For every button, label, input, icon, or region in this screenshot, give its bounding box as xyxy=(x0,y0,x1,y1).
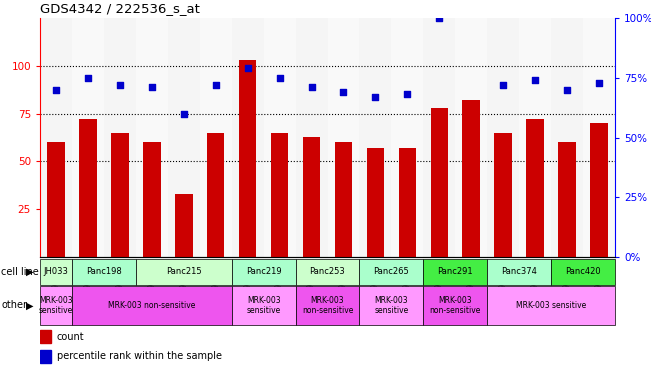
Point xyxy=(115,82,125,88)
Bar xyxy=(232,259,296,285)
Bar xyxy=(527,119,544,257)
Text: Panc253: Panc253 xyxy=(310,268,346,276)
Bar xyxy=(264,18,296,257)
Bar xyxy=(423,259,487,285)
Text: MRK-003
sensitive: MRK-003 sensitive xyxy=(39,296,73,315)
Text: MRK-003
sensitive: MRK-003 sensitive xyxy=(247,296,281,315)
Bar xyxy=(296,259,359,285)
Text: Panc219: Panc219 xyxy=(246,268,281,276)
Text: percentile rank within the sample: percentile rank within the sample xyxy=(57,351,222,361)
Bar xyxy=(430,108,448,257)
Bar xyxy=(559,142,576,257)
Text: Panc374: Panc374 xyxy=(501,268,537,276)
Text: JH033: JH033 xyxy=(44,268,68,276)
Bar xyxy=(487,259,551,285)
Text: MRK-003
non-sensitive: MRK-003 non-sensitive xyxy=(302,296,353,315)
Bar xyxy=(487,18,519,257)
Bar xyxy=(391,18,423,257)
Point xyxy=(274,74,284,81)
Bar xyxy=(143,142,161,257)
Point xyxy=(402,91,413,98)
Bar xyxy=(583,18,615,257)
Point xyxy=(146,84,157,90)
Bar xyxy=(40,18,72,257)
Bar xyxy=(168,18,200,257)
Text: Panc420: Panc420 xyxy=(565,268,601,276)
Bar xyxy=(335,142,352,257)
Bar xyxy=(590,123,608,257)
Point xyxy=(370,94,381,100)
Bar xyxy=(40,330,51,343)
Point xyxy=(242,65,253,71)
Text: GDS4342 / 222536_s_at: GDS4342 / 222536_s_at xyxy=(40,2,200,15)
Bar xyxy=(367,148,384,257)
Bar xyxy=(551,18,583,257)
Bar xyxy=(136,259,232,285)
Point xyxy=(594,79,604,86)
Bar xyxy=(40,259,72,285)
Text: Panc291: Panc291 xyxy=(437,268,473,276)
Text: ▶: ▶ xyxy=(26,301,33,311)
Bar xyxy=(359,286,423,325)
Bar xyxy=(175,194,193,257)
Text: MRK-003 non-sensitive: MRK-003 non-sensitive xyxy=(108,301,195,310)
Bar xyxy=(303,137,320,257)
Point xyxy=(178,111,189,117)
Text: cell line: cell line xyxy=(1,267,39,277)
Bar xyxy=(423,286,487,325)
Text: count: count xyxy=(57,331,85,341)
Bar xyxy=(494,133,512,257)
Point xyxy=(498,82,508,88)
Bar xyxy=(423,18,455,257)
Bar xyxy=(487,286,615,325)
Bar xyxy=(200,18,232,257)
Bar xyxy=(551,259,615,285)
Bar xyxy=(72,259,136,285)
Point xyxy=(83,74,93,81)
Bar xyxy=(327,18,359,257)
Bar xyxy=(296,18,327,257)
Bar xyxy=(72,286,232,325)
Bar xyxy=(47,142,64,257)
Text: MRK-003
sensitive: MRK-003 sensitive xyxy=(374,296,409,315)
Bar xyxy=(232,286,296,325)
Bar xyxy=(40,286,72,325)
Bar xyxy=(104,18,136,257)
Bar xyxy=(359,259,423,285)
Bar xyxy=(398,148,416,257)
Text: other: other xyxy=(1,301,27,311)
Point xyxy=(466,8,477,14)
Point xyxy=(562,87,572,93)
Bar xyxy=(40,349,51,363)
Text: ▶: ▶ xyxy=(26,267,33,277)
Point xyxy=(307,84,317,90)
Bar xyxy=(72,18,104,257)
Bar xyxy=(111,133,129,257)
Point xyxy=(210,82,221,88)
Point xyxy=(530,77,540,83)
Bar xyxy=(136,18,168,257)
Bar xyxy=(296,286,359,325)
Bar xyxy=(455,18,487,257)
Bar xyxy=(462,100,480,257)
Text: MRK-003 sensitive: MRK-003 sensitive xyxy=(516,301,587,310)
Bar xyxy=(79,119,97,257)
Bar xyxy=(207,133,225,257)
Point xyxy=(434,15,445,21)
Bar xyxy=(519,18,551,257)
Bar xyxy=(239,60,256,257)
Bar xyxy=(232,18,264,257)
Point xyxy=(339,89,349,95)
Point xyxy=(51,87,61,93)
Text: Panc265: Panc265 xyxy=(374,268,409,276)
Bar xyxy=(359,18,391,257)
Bar xyxy=(271,133,288,257)
Text: Panc215: Panc215 xyxy=(166,268,202,276)
Text: MRK-003
non-sensitive: MRK-003 non-sensitive xyxy=(430,296,481,315)
Text: Panc198: Panc198 xyxy=(86,268,122,276)
